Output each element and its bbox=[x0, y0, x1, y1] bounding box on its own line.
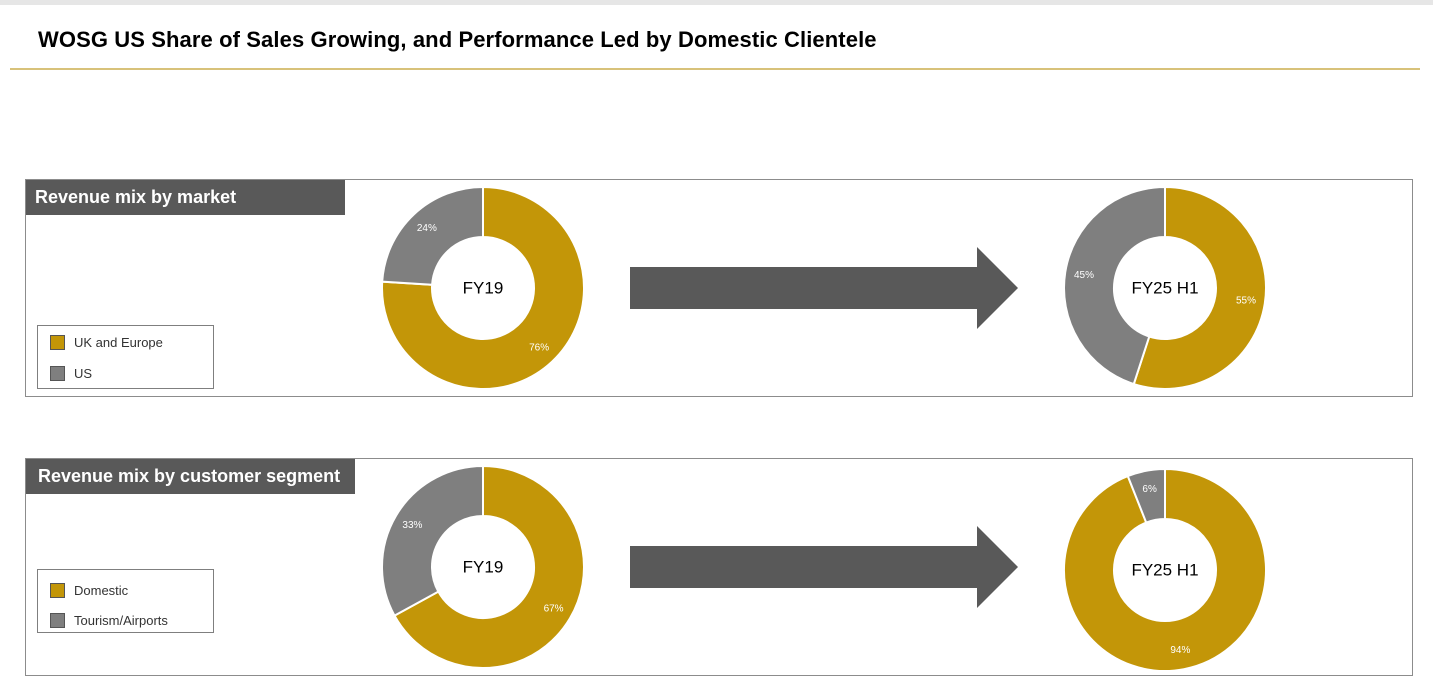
legend-item-uk-europe: UK and Europe bbox=[50, 334, 163, 350]
slice-value-label: 45% bbox=[1074, 270, 1094, 281]
slice-value-label: 33% bbox=[402, 520, 422, 531]
arrow-right-icon bbox=[630, 247, 1018, 329]
donut-market-fy25h1: 55% 45% FY25 H1 bbox=[1063, 185, 1267, 390]
donut-center-label: FY25 H1 bbox=[1131, 560, 1198, 579]
legend-swatch bbox=[50, 365, 65, 381]
donut-center-label: FY19 bbox=[463, 278, 504, 297]
legend-label: UK and Europe bbox=[74, 334, 163, 350]
slice-value-label: 67% bbox=[544, 603, 564, 614]
slice-value-label: 6% bbox=[1142, 484, 1157, 495]
donut-center-label: FY25 H1 bbox=[1131, 278, 1198, 297]
legend-swatch bbox=[50, 334, 65, 350]
legend-label: US bbox=[74, 365, 93, 381]
donut-segment-fy19: 67% 33% FY19 bbox=[381, 464, 585, 669]
legend-swatch bbox=[50, 612, 65, 628]
donut-market-fy19: 76% 24% FY19 bbox=[381, 185, 585, 390]
donut-segment-fy25h1: 94% 6% FY25 H1 bbox=[1063, 467, 1267, 672]
legend-label: Domestic bbox=[74, 582, 129, 598]
page-title: WOSG US Share of Sales Growing, and Perf… bbox=[38, 27, 877, 52]
legend-label: Tourism/Airports bbox=[74, 612, 168, 628]
legend-item-domestic: Domestic bbox=[50, 582, 128, 598]
slice-value-label: 55% bbox=[1236, 295, 1256, 306]
panel-header-market: Revenue mix by market bbox=[26, 180, 345, 215]
donut-slice-uk-and-europe bbox=[381, 185, 585, 390]
slice-value-label: 94% bbox=[1170, 645, 1190, 656]
market-legend: UK and Europe US bbox=[37, 325, 214, 389]
donut-slice-domestic bbox=[1063, 467, 1267, 672]
donut-slice-tourism-airports bbox=[1126, 467, 1166, 524]
arrow-right-icon bbox=[630, 526, 1018, 608]
donut-slice-us bbox=[381, 185, 484, 286]
donut-slice-domestic bbox=[393, 464, 585, 669]
legend-item-us: US bbox=[50, 365, 92, 381]
legend-swatch bbox=[50, 582, 65, 598]
title-rule bbox=[10, 68, 1420, 70]
donut-slice-uk-and-europe bbox=[1132, 185, 1267, 390]
top-strip bbox=[0, 0, 1433, 5]
donut-center-label: FY19 bbox=[463, 557, 504, 576]
slice-value-label: 76% bbox=[529, 342, 549, 353]
panel-header-segment: Revenue mix by customer segment bbox=[26, 459, 355, 494]
slice-value-label: 24% bbox=[417, 223, 437, 234]
donut-slice-tourism-airports bbox=[381, 464, 484, 618]
donut-slice-us bbox=[1063, 185, 1166, 386]
segment-legend: Domestic Tourism/Airports bbox=[37, 569, 214, 633]
legend-item-tourism-airports: Tourism/Airports bbox=[50, 612, 168, 628]
